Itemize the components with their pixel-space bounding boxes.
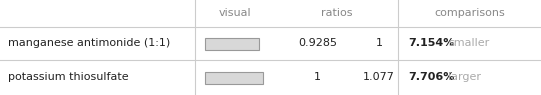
Text: 1: 1 — [375, 38, 382, 49]
Text: 1.077: 1.077 — [363, 72, 395, 82]
Text: 1: 1 — [314, 72, 321, 82]
Text: 0.9285: 0.9285 — [298, 38, 337, 49]
Text: smaller: smaller — [448, 38, 489, 49]
Text: comparisons: comparisons — [434, 8, 505, 19]
Bar — [205, 38, 259, 49]
Text: potassium thiosulfate: potassium thiosulfate — [8, 72, 129, 82]
Text: ratios: ratios — [321, 8, 352, 19]
Text: 7.706%: 7.706% — [408, 72, 454, 82]
Text: 7.154%: 7.154% — [408, 38, 454, 49]
Text: manganese antimonide (1:1): manganese antimonide (1:1) — [8, 38, 170, 49]
Bar — [205, 72, 263, 84]
Text: visual: visual — [219, 8, 252, 19]
Text: larger: larger — [448, 72, 481, 82]
